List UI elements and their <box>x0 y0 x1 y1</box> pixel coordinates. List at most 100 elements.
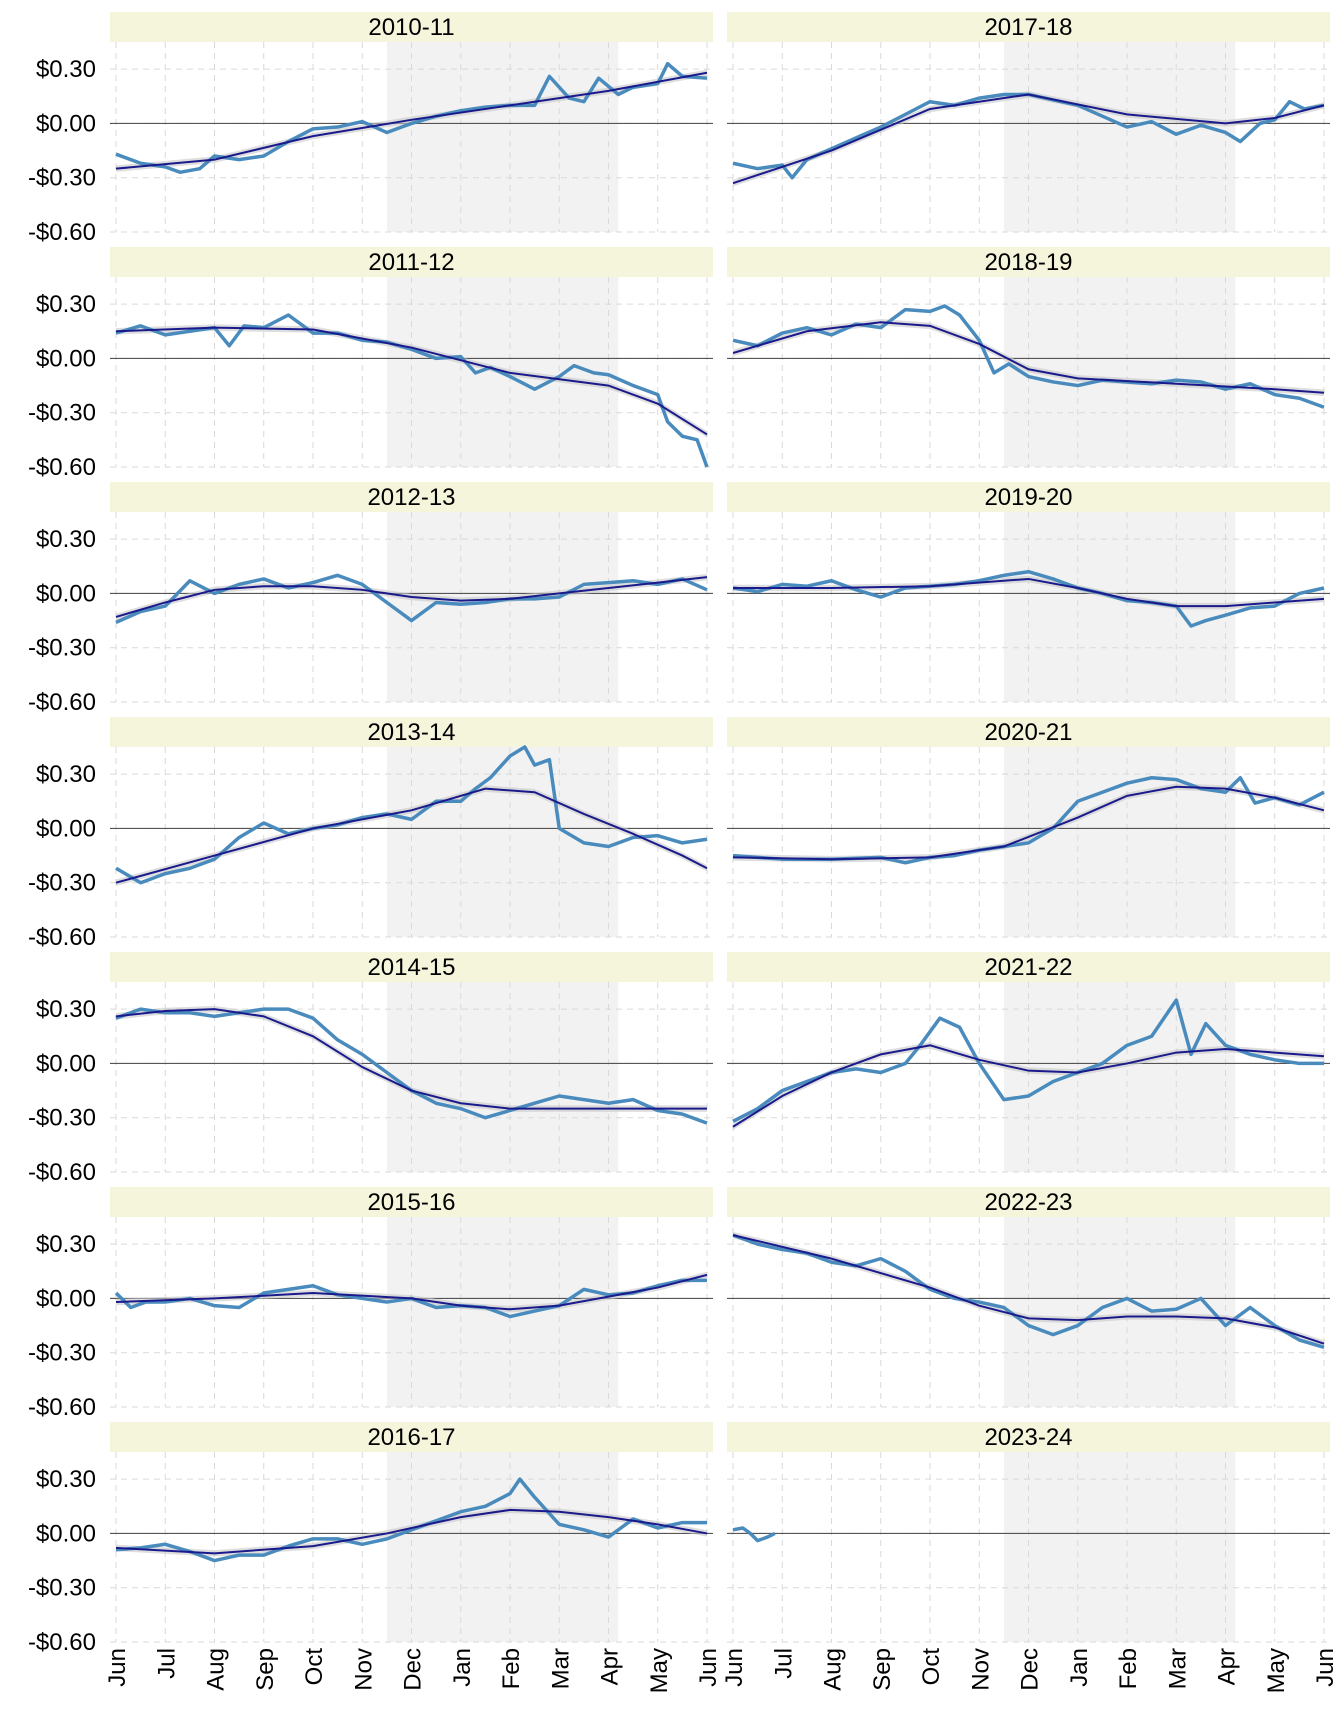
x-tick-label: Sep <box>869 1648 896 1691</box>
panel-2021-22: 2021-22 <box>727 952 1330 1173</box>
y-tick-label: $0.30 <box>36 56 96 83</box>
panel-2015-16: 2015-16 $0.30 $0.00 -$0.30 -$0.60 <box>28 1187 713 1421</box>
panel-title: 2014-15 <box>367 954 455 981</box>
x-tick-label: Jan <box>449 1648 476 1687</box>
x-tick-label: Nov <box>350 1648 377 1691</box>
season-shade <box>386 982 619 1172</box>
panel-strip <box>110 717 713 747</box>
x-tick-label: Feb <box>1115 1648 1142 1689</box>
panel-title: 2011-12 <box>368 249 454 276</box>
y-tick-label: -$0.60 <box>28 924 96 951</box>
x-tick-label: Jul <box>770 1648 797 1679</box>
smooth-trend-line <box>732 785 1325 861</box>
season-shade <box>1003 982 1236 1172</box>
smooth-trend-line <box>732 1044 1325 1128</box>
y-tick-label: -$0.60 <box>28 1629 96 1656</box>
panel-strip <box>110 1187 713 1217</box>
y-tick-label: -$0.30 <box>28 165 96 192</box>
season-shade <box>386 512 619 702</box>
x-tick-label: Jun <box>695 1648 722 1687</box>
raw-series-line <box>115 745 708 885</box>
y-tick-label: -$0.60 <box>28 454 96 481</box>
x-tick-label: Mar <box>547 1648 574 1689</box>
smooth-trend-line <box>115 787 708 884</box>
season-shade <box>386 42 619 232</box>
panel-2019-20: 2019-20 <box>727 482 1330 703</box>
panel-title: 2012-13 <box>367 484 455 511</box>
panel-title: 2017-18 <box>984 14 1072 41</box>
panel-strip <box>727 1187 1330 1217</box>
panel-title: 2023-24 <box>984 1424 1072 1451</box>
panel-2018-19: 2018-19 <box>727 247 1330 468</box>
raw-series-line <box>732 569 1325 628</box>
x-tick-label: Oct <box>918 1648 945 1686</box>
x-tick-label: Aug <box>820 1648 847 1691</box>
y-tick-label: -$0.60 <box>28 1159 96 1186</box>
panel-strip <box>110 12 713 42</box>
raw-series-line <box>732 1526 776 1543</box>
y-tick-label: $0.00 <box>36 1050 96 1077</box>
panel-2023-24: 2023-24 Jun Jul Aug Sep Oct Nov Dec Jan Feb Mar Apr… <box>721 1422 1339 1693</box>
season-shade <box>1003 1217 1236 1407</box>
y-tick-label: -$0.60 <box>28 689 96 716</box>
smooth-trend-line <box>115 1273 708 1311</box>
y-tick-label: $0.30 <box>36 291 96 318</box>
x-tick-label: Oct <box>301 1648 328 1686</box>
x-tick-label: May <box>1263 1648 1290 1693</box>
panel-strip <box>727 12 1330 42</box>
panel-title: 2015-16 <box>367 1189 455 1216</box>
y-tick-label: -$0.30 <box>28 635 96 662</box>
raw-series-line <box>732 1233 1325 1349</box>
smooth-confidence-band <box>733 1231 1324 1347</box>
y-tick-label: $0.30 <box>36 1466 96 1493</box>
panel-2020-21: 2020-21 <box>727 717 1330 938</box>
x-tick-label: Aug <box>203 1648 230 1691</box>
x-tick-label: Dec <box>1017 1648 1044 1691</box>
x-tick-label: Nov <box>967 1648 994 1691</box>
panel-2013-14: 2013-14 $0.30 $0.00 -$0.30 -$0.60 <box>28 717 713 951</box>
smooth-trend-line <box>732 321 1325 394</box>
panel-strip <box>110 952 713 982</box>
panel-2014-15: 2014-15 $0.30 $0.00 -$0.30 -$0.60 <box>28 952 713 1186</box>
panel-2010-11: 2010-11 $0.30 $0.00 -$0.30 -$0.60 <box>28 12 713 246</box>
panel-title: 2010-11 <box>368 14 454 41</box>
season-shade <box>1003 42 1236 232</box>
panel-title: 2021-22 <box>984 954 1072 981</box>
y-tick-label: -$0.60 <box>28 219 96 246</box>
smooth-trend-line <box>732 93 1325 185</box>
y-tick-label: $0.30 <box>36 996 96 1023</box>
panel-2022-23: 2022-23 <box>727 1187 1330 1408</box>
raw-series-line <box>115 573 708 624</box>
smooth-trend-line <box>115 1008 707 1110</box>
smooth-trend-line <box>732 1234 1325 1345</box>
x-tick-label: Mar <box>1164 1648 1191 1689</box>
smooth-trend-line <box>115 71 708 170</box>
y-tick-label: -$0.30 <box>28 1575 96 1602</box>
panel-title: 2022-23 <box>984 1189 1072 1216</box>
y-tick-label: $0.00 <box>36 1285 96 1312</box>
x-tick-label: Jun <box>1312 1648 1339 1687</box>
panel-2017-18: 2017-18 <box>727 12 1330 233</box>
season-shade <box>1003 747 1236 937</box>
y-tick-label: -$0.30 <box>28 1105 96 1132</box>
y-tick-label: $0.00 <box>36 110 96 137</box>
season-shade <box>386 1452 619 1642</box>
y-tick-label: -$0.60 <box>28 1394 96 1421</box>
panel-title: 2016-17 <box>367 1424 455 1451</box>
x-tick-label: May <box>646 1648 673 1693</box>
smooth-trend-line <box>115 1508 708 1555</box>
panel-2012-13: 2012-13 $0.30 $0.00 -$0.30 -$0.60 <box>28 482 713 716</box>
panel-strip <box>727 717 1330 747</box>
panel-strip <box>727 247 1330 277</box>
panel-title: 2018-19 <box>984 249 1072 276</box>
y-tick-label: $0.30 <box>36 1231 96 1258</box>
y-tick-label: $0.00 <box>36 1520 96 1547</box>
raw-series-line <box>732 776 1325 865</box>
panel-2011-12: 2011-12 $0.30 $0.00 -$0.30 -$0.60 <box>28 247 713 481</box>
panel-strip <box>727 1422 1330 1452</box>
panel-strip <box>727 952 1330 982</box>
x-tick-label: Feb <box>498 1648 525 1689</box>
smooth-trend-line <box>115 326 708 436</box>
panel-2016-17: 2016-17 $0.30 $0.00 -$0.30 -$0.60 Jun Jul Aug Se… <box>28 1422 722 1693</box>
panel-strip <box>110 482 713 512</box>
